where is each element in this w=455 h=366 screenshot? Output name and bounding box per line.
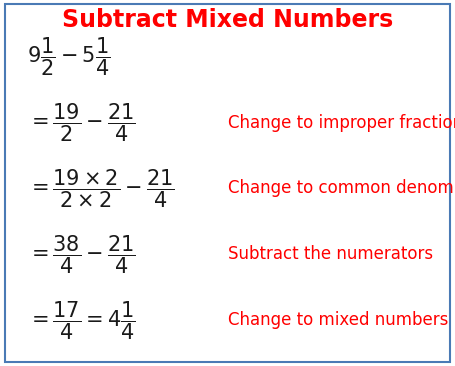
Text: $9\dfrac{1}{2}-5\dfrac{1}{4}$: $9\dfrac{1}{2}-5\dfrac{1}{4}$ <box>27 36 111 78</box>
Text: Subtract Mixed Numbers: Subtract Mixed Numbers <box>62 8 393 32</box>
Text: Subtract the numerators: Subtract the numerators <box>228 245 433 264</box>
Text: $=\dfrac{19\times2}{2\times2}-\dfrac{21}{4}$: $=\dfrac{19\times2}{2\times2}-\dfrac{21}… <box>27 167 175 210</box>
Text: $=\dfrac{19}{2}-\dfrac{21}{4}$: $=\dfrac{19}{2}-\dfrac{21}{4}$ <box>27 101 136 144</box>
Text: Change to common denominator: Change to common denominator <box>228 179 455 198</box>
Text: $=\dfrac{17}{4}=4\dfrac{1}{4}$: $=\dfrac{17}{4}=4\dfrac{1}{4}$ <box>27 299 136 341</box>
Text: $=\dfrac{38}{4}-\dfrac{21}{4}$: $=\dfrac{38}{4}-\dfrac{21}{4}$ <box>27 233 136 276</box>
Text: Change to mixed numbers: Change to mixed numbers <box>228 311 448 329</box>
Text: Change to improper fractions: Change to improper fractions <box>228 113 455 132</box>
